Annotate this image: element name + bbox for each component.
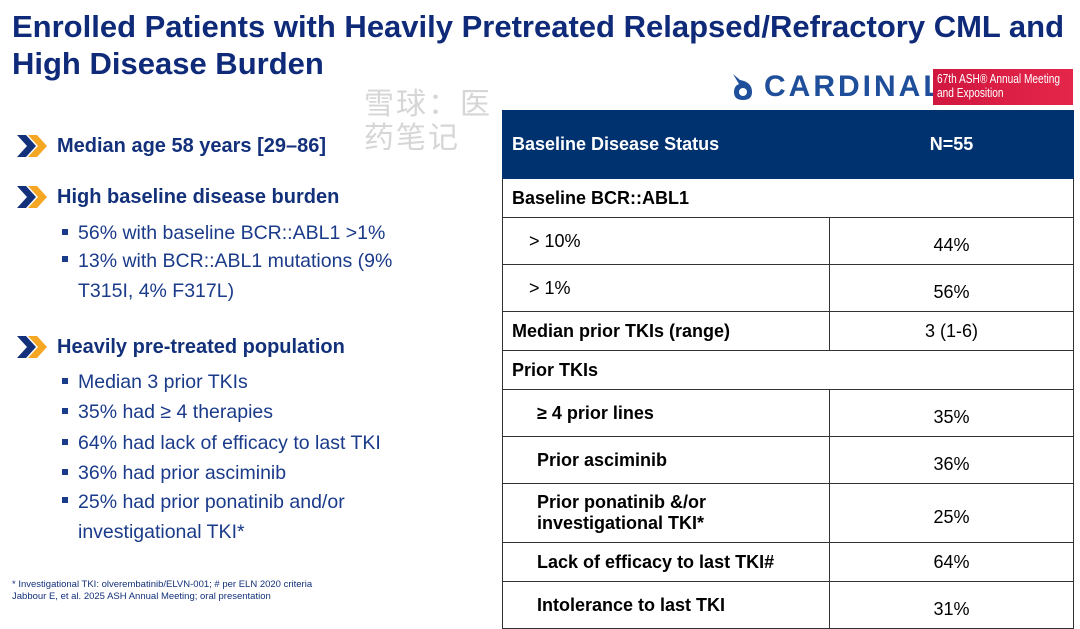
page-title: Enrolled Patients with Heavily Pretreate…	[12, 9, 1065, 81]
list-item: 36% had prior asciminib	[62, 458, 286, 488]
table-row: ≥ 4 prior lines 35%	[502, 389, 1074, 437]
heading-text: Heavily pre-treated population	[57, 335, 345, 358]
list-item: Median 3 prior TKIs	[62, 367, 248, 397]
heading-text: Median age 58 years [29–86]	[57, 134, 327, 157]
heading-text: High baseline disease burden	[57, 185, 340, 208]
table-row: > 10% 44%	[502, 217, 1074, 265]
baseline-status-table: Baseline Disease Status N=55 Baseline BCR…	[502, 110, 1074, 629]
list-item: 56% with baseline BCR::ABL1 >1%	[62, 218, 385, 248]
list-item: 25% had prior ponatinib and/or investiga…	[62, 487, 382, 547]
table-row: Prior TKIs	[502, 350, 1074, 390]
chevron-icon	[15, 133, 49, 159]
bullet-heading: Heavily pre-treated population	[15, 334, 345, 360]
list-item: 13% with BCR::ABL1 mutations (9% T315I, …	[62, 246, 432, 306]
bullet-heading: High baseline disease burden	[15, 184, 339, 210]
table-row: Median prior TKIs (range) 3 (1-6)	[502, 311, 1074, 351]
cardinal-bird-icon	[730, 72, 756, 102]
table-row: Baseline BCR::ABL1	[502, 178, 1074, 218]
header-label: Baseline Disease Status	[502, 110, 830, 179]
footnote: Jabbour E, et al. 2025 ASH Annual Meetin…	[12, 591, 271, 602]
list-item: 64% had lack of efficacy to last TKI	[62, 428, 381, 458]
cardinal-logo: CARDINAL	[730, 70, 945, 104]
list-item: 35% had ≥ 4 therapies	[62, 397, 273, 427]
table-row: Intolerance to last TKI 31%	[502, 581, 1074, 629]
table-row: Lack of efficacy to last TKI# 64%	[502, 542, 1074, 582]
table-row: Prior asciminib 36%	[502, 436, 1074, 484]
bullet-heading: Median age 58 years [29–86]	[15, 133, 326, 159]
meeting-line2: and Exposition	[937, 85, 1004, 100]
chevron-icon	[15, 334, 49, 360]
footnotes: * Investigational TKI: olverembatinib/EL…	[12, 579, 312, 603]
footnote: * Investigational TKI: olverembatinib/EL…	[12, 579, 313, 590]
logo-text: CARDINAL	[764, 70, 945, 103]
table-row: Prior ponatinib &/or investigational TKI…	[502, 483, 1074, 543]
ash-meeting-badge: 67th ASH® Annual Meeting and Exposition	[933, 69, 1073, 105]
meeting-line1: 67th ASH® Annual Meeting	[937, 71, 1061, 86]
chevron-icon	[15, 184, 49, 210]
table-row: > 1% 56%	[502, 264, 1074, 312]
header-n: N=55	[829, 110, 1074, 179]
watermark: 雪球：医药笔记	[364, 88, 492, 155]
